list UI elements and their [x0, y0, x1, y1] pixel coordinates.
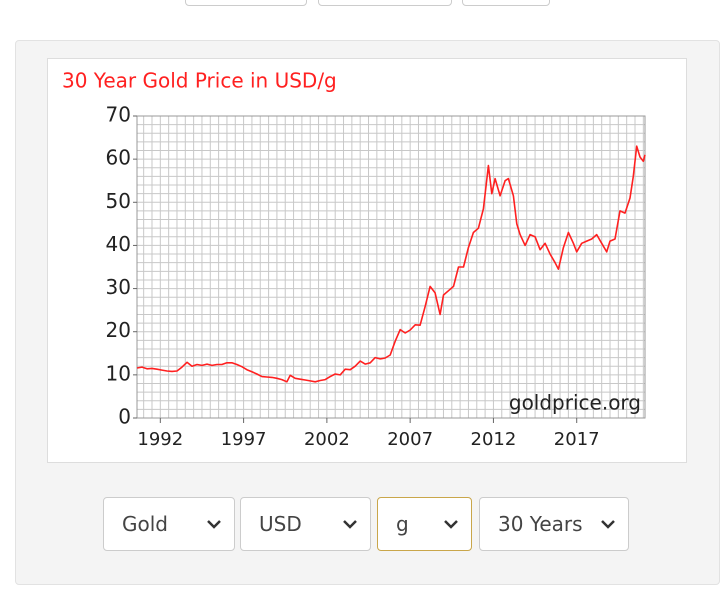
y-tick-label: 0 — [118, 405, 131, 429]
y-tick-label: 50 — [106, 189, 131, 213]
price-line — [136, 145, 646, 383]
y-tick-label: 20 — [106, 318, 131, 342]
currency-select[interactable]: USD — [240, 497, 371, 551]
select-label: Gold — [122, 512, 168, 536]
watermark: goldprice.org — [509, 391, 641, 415]
plot-frame — [136, 115, 646, 419]
x-tick-label: 2002 — [304, 429, 350, 450]
period-select[interactable]: 30 Years — [479, 497, 629, 551]
y-tick-label: 30 — [106, 275, 131, 299]
top-button[interactable] — [185, 0, 307, 6]
chevron — [600, 518, 616, 530]
select-label: USD — [259, 512, 302, 536]
y-tick-label: 70 — [106, 103, 131, 127]
x-tick-label: 2007 — [387, 429, 433, 450]
top-button[interactable] — [318, 0, 452, 6]
y-tick-label: 10 — [106, 361, 131, 385]
chevron — [206, 518, 222, 530]
metal-select[interactable]: Gold — [103, 497, 235, 551]
top-button[interactable] — [462, 0, 550, 6]
chevron — [443, 518, 459, 530]
select-label: 30 Years — [498, 512, 583, 536]
x-tick-label: 1992 — [137, 429, 183, 450]
x-tick-label: 2017 — [554, 429, 600, 450]
x-tick-label: 2012 — [471, 429, 517, 450]
unit-select[interactable]: g — [377, 497, 472, 551]
chart-box — [47, 58, 687, 463]
y-tick-label: 60 — [106, 146, 131, 170]
x-tick-label: 1997 — [221, 429, 267, 450]
select-label: g — [396, 512, 409, 536]
chevron — [342, 518, 358, 530]
y-tick-label: 40 — [106, 232, 131, 256]
chart-title: 30 Year Gold Price in USD/g — [62, 69, 337, 93]
